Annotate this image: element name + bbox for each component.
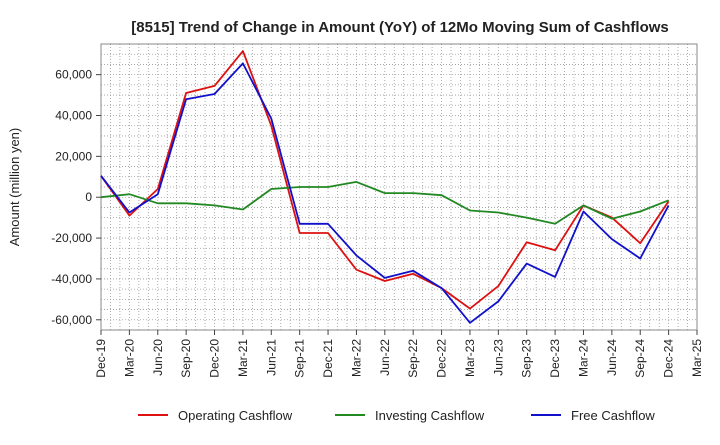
x-tick-label: Mar-24 — [576, 339, 590, 377]
x-tick-label: Dec-21 — [321, 339, 335, 378]
x-tick-label: Dec-24 — [662, 339, 676, 378]
x-tick-label: Mar-25 — [690, 339, 704, 377]
x-tick-label: Dec-19 — [94, 339, 108, 378]
series-line-operating-cashflow — [100, 50, 670, 310]
series-line-free-cashflow — [100, 62, 670, 324]
legend-label-investing-cashflow: Investing Cashflow — [375, 408, 485, 423]
x-tick-label: Sep-22 — [406, 339, 420, 378]
plot-area — [100, 43, 698, 331]
y-tick-label: -20,000 — [51, 231, 92, 245]
x-tick-label: Jun-21 — [264, 339, 278, 376]
x-tick-label: Mar-20 — [122, 339, 136, 377]
x-tick-label: Jun-22 — [378, 339, 392, 376]
x-tick-label: Dec-22 — [435, 339, 449, 378]
legend-label-free-cashflow: Free Cashflow — [571, 408, 655, 423]
y-tick-label: 0 — [85, 190, 92, 204]
x-tick-label: Sep-24 — [633, 339, 647, 378]
x-tick-label: Jun-20 — [151, 339, 165, 376]
x-tick-label: Mar-23 — [463, 339, 477, 377]
x-tick-label: Sep-21 — [293, 339, 307, 378]
x-tick-label: Jun-24 — [605, 339, 619, 376]
y-axis: -60,000 -40,000 -20,000 0 20,000 40,000 60,000 — [51, 68, 101, 327]
series-lines — [100, 50, 670, 324]
x-tick-label: Mar-22 — [349, 339, 363, 377]
y-axis-label: Amount (million yen) — [7, 128, 22, 247]
chart-title: [8515] Trend of Change in Amount (YoY) o… — [131, 19, 669, 36]
y-tick-label: 60,000 — [55, 68, 92, 82]
y-tick-label: -40,000 — [51, 272, 92, 286]
x-tick-label: Dec-20 — [208, 339, 222, 378]
y-tick-label: -60,000 — [51, 313, 92, 327]
y-tick-label: 20,000 — [55, 149, 92, 163]
x-tick-label: Sep-20 — [179, 339, 193, 378]
x-tick-label: Dec-23 — [548, 339, 562, 378]
x-tick-label: Mar-21 — [236, 339, 250, 377]
grid-lines — [100, 43, 698, 331]
series-line-investing-cashflow — [100, 180, 669, 225]
legend: Operating Cashflow Investing Cashflow Free… — [138, 408, 655, 423]
legend-label-operating-cashflow: Operating Cashflow — [178, 408, 293, 423]
y-tick-label: 40,000 — [55, 109, 92, 123]
x-tick-label: Jun-23 — [491, 339, 505, 376]
x-axis: Dec-19 Mar-20 Jun-20 Sep-20 Dec-20 Mar-21 Jun-… — [94, 330, 704, 378]
x-tick-label: Sep-23 — [520, 339, 534, 378]
